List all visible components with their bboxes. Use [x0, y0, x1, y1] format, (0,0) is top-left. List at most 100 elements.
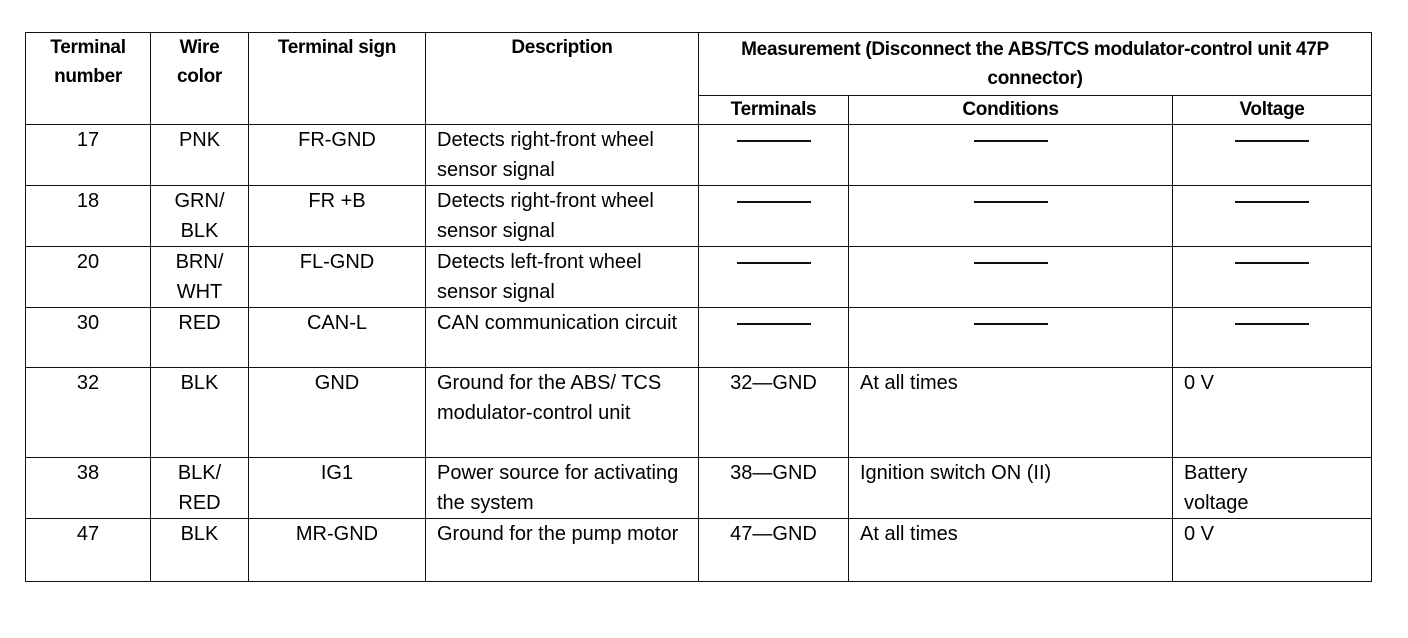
- terminals-cell: 32—GND: [698, 367, 849, 458]
- terminals-cell: —: [698, 124, 849, 186]
- terminal-sign-cell-text: MR-GND: [295, 523, 379, 545]
- description-cell-text: Ground for the pump motor: [437, 523, 679, 545]
- wire-color-cell: GRN/ BLK: [150, 185, 249, 247]
- terminal-sign-cell: GND: [248, 367, 426, 458]
- terminal-number-cell: 30: [25, 307, 151, 368]
- terminal-number-cell-text: 32: [76, 372, 100, 394]
- terminal-number-cell: 32: [25, 367, 151, 458]
- voltage-cell-text: 0 V: [1184, 372, 1215, 394]
- dash-placeholder: —: [973, 262, 1048, 264]
- table-row: 47 BLK MR-GND Ground for the pump motor 47—G…: [25, 518, 1373, 582]
- terminal-sign-cell: IG1: [248, 457, 426, 519]
- table-row: 17 PNK FR-GND Detects right-front wheel sen…: [25, 124, 1373, 186]
- table-row: 32 BLK GND Ground for the ABS/ TCS modulato…: [25, 367, 1373, 458]
- description-cell-text: CAN communication circuit: [437, 312, 678, 334]
- description-cell-text: Power source for activating the system: [437, 462, 679, 514]
- terminals-cell: 47—GND: [698, 518, 849, 582]
- terminal-number-cell-text: 47: [76, 523, 100, 545]
- description-cell: Detects right-front wheel sensor signal: [425, 124, 699, 186]
- header-measurement: Measurement (Disconnect the ABS/TCS modu…: [697, 32, 1373, 96]
- terminals-cell-text: 32—GND: [730, 372, 817, 394]
- wire-color-cell-text: BRN/ WHT: [175, 251, 224, 303]
- description-cell: Ground for the ABS/ TCS modulator-contro…: [425, 367, 699, 458]
- description-cell-text: Detects right-front wheel sensor signal: [437, 190, 654, 242]
- terminal-number-cell: 17: [25, 124, 151, 186]
- dash-placeholder: —: [1235, 140, 1310, 142]
- terminal-table: Terminal number Wire color Terminal sign…: [25, 32, 1373, 582]
- voltage-cell: —: [1171, 246, 1373, 308]
- terminals-cell: 38—GND: [698, 457, 849, 519]
- voltage-cell: 0 V: [1171, 518, 1373, 582]
- dash-placeholder: —: [736, 323, 811, 325]
- wire-color-cell: BRN/ WHT: [150, 246, 249, 308]
- description-cell: Power source for activating the system: [425, 457, 699, 519]
- conditions-cell: At all times: [848, 518, 1173, 582]
- header-terminal-number: Terminal number: [25, 32, 151, 125]
- terminal-number-cell-text: 17: [76, 129, 100, 151]
- dash-placeholder: —: [1235, 201, 1310, 203]
- terminal-number-cell: 38: [25, 457, 151, 519]
- wire-color-cell-text: PNK: [178, 129, 221, 151]
- terminal-sign-cell-text: CAN-L: [306, 312, 367, 334]
- voltage-cell: —: [1171, 185, 1373, 247]
- conditions-cell: —: [848, 124, 1173, 186]
- table-row: 20 BRN/ WHT FL-GND Detects left-front wheel…: [25, 246, 1373, 308]
- dash-placeholder: —: [1235, 262, 1310, 264]
- terminal-number-cell: 47: [25, 518, 151, 582]
- conditions-cell: —: [848, 246, 1173, 308]
- terminals-cell-text: 47—GND: [730, 523, 817, 545]
- conditions-cell: At all times: [848, 367, 1173, 458]
- dash-placeholder: —: [736, 140, 811, 142]
- header-wire-color: Wire color: [150, 32, 249, 125]
- wire-color-cell: BLK/ RED: [150, 457, 249, 519]
- conditions-cell: Ignition switch ON (II): [848, 457, 1173, 519]
- terminal-number-cell: 18: [25, 185, 151, 247]
- terminals-cell: —: [698, 307, 849, 368]
- dash-placeholder: —: [973, 323, 1048, 325]
- terminal-number-cell-text: 18: [76, 190, 100, 212]
- wire-color-cell-text: RED: [178, 312, 221, 334]
- terminals-cell-text: 38—GND: [730, 462, 817, 484]
- terminals-cell: —: [698, 246, 849, 308]
- header-description: Description: [425, 32, 699, 125]
- voltage-cell: Battery voltage: [1171, 457, 1373, 519]
- terminal-sign-cell: MR-GND: [248, 518, 426, 582]
- wire-color-cell-text: GRN/ BLK: [174, 190, 225, 242]
- wire-color-cell: RED: [150, 307, 249, 368]
- table-row: 38 BLK/ RED IG1 Power source for activating…: [25, 457, 1373, 519]
- description-cell: Detects right-front wheel sensor signal: [425, 185, 699, 247]
- terminal-sign-cell-text: GND: [314, 372, 360, 394]
- wire-color-cell: PNK: [150, 124, 249, 186]
- terminal-number-cell: 20: [25, 246, 151, 308]
- wire-color-cell-text: BLK: [180, 372, 219, 394]
- terminals-cell: —: [698, 185, 849, 247]
- description-cell-text: Detects left-front wheel sensor signal: [437, 251, 642, 303]
- description-cell: Detects left-front wheel sensor signal: [425, 246, 699, 308]
- conditions-cell-text: At all times: [860, 372, 958, 394]
- voltage-cell: —: [1171, 124, 1373, 186]
- wire-color-cell-text: BLK: [180, 523, 219, 545]
- terminal-sign-cell-text: FR +B: [308, 190, 366, 212]
- conditions-cell-text: At all times: [860, 523, 958, 545]
- conditions-cell: —: [848, 307, 1173, 368]
- table-row: 30 RED CAN-L CAN communication circuit — — —: [25, 307, 1373, 368]
- terminal-sign-cell-text: FR-GND: [298, 129, 376, 151]
- terminal-sign-cell: CAN-L: [248, 307, 426, 368]
- terminal-sign-cell-text: IG1: [320, 462, 354, 484]
- dash-placeholder: —: [736, 201, 811, 203]
- dash-placeholder: —: [973, 140, 1048, 142]
- description-cell-text: Detects right-front wheel sensor signal: [437, 129, 654, 181]
- voltage-cell: —: [1171, 307, 1373, 368]
- terminal-sign-cell: FL-GND: [248, 246, 426, 308]
- conditions-cell: —: [848, 185, 1173, 247]
- terminal-sign-cell-text: FL-GND: [299, 251, 375, 273]
- description-cell: Ground for the pump motor: [425, 518, 699, 582]
- dash-placeholder: —: [973, 201, 1048, 203]
- header-voltage: Voltage: [1171, 95, 1373, 125]
- terminal-sign-cell: FR +B: [248, 185, 426, 247]
- header-terminals: Terminals: [698, 95, 849, 125]
- terminal-number-cell-text: 30: [76, 312, 100, 334]
- header-terminal-sign: Terminal sign: [248, 32, 426, 125]
- description-cell: CAN communication circuit: [425, 307, 699, 368]
- terminal-number-cell-text: 38: [76, 462, 100, 484]
